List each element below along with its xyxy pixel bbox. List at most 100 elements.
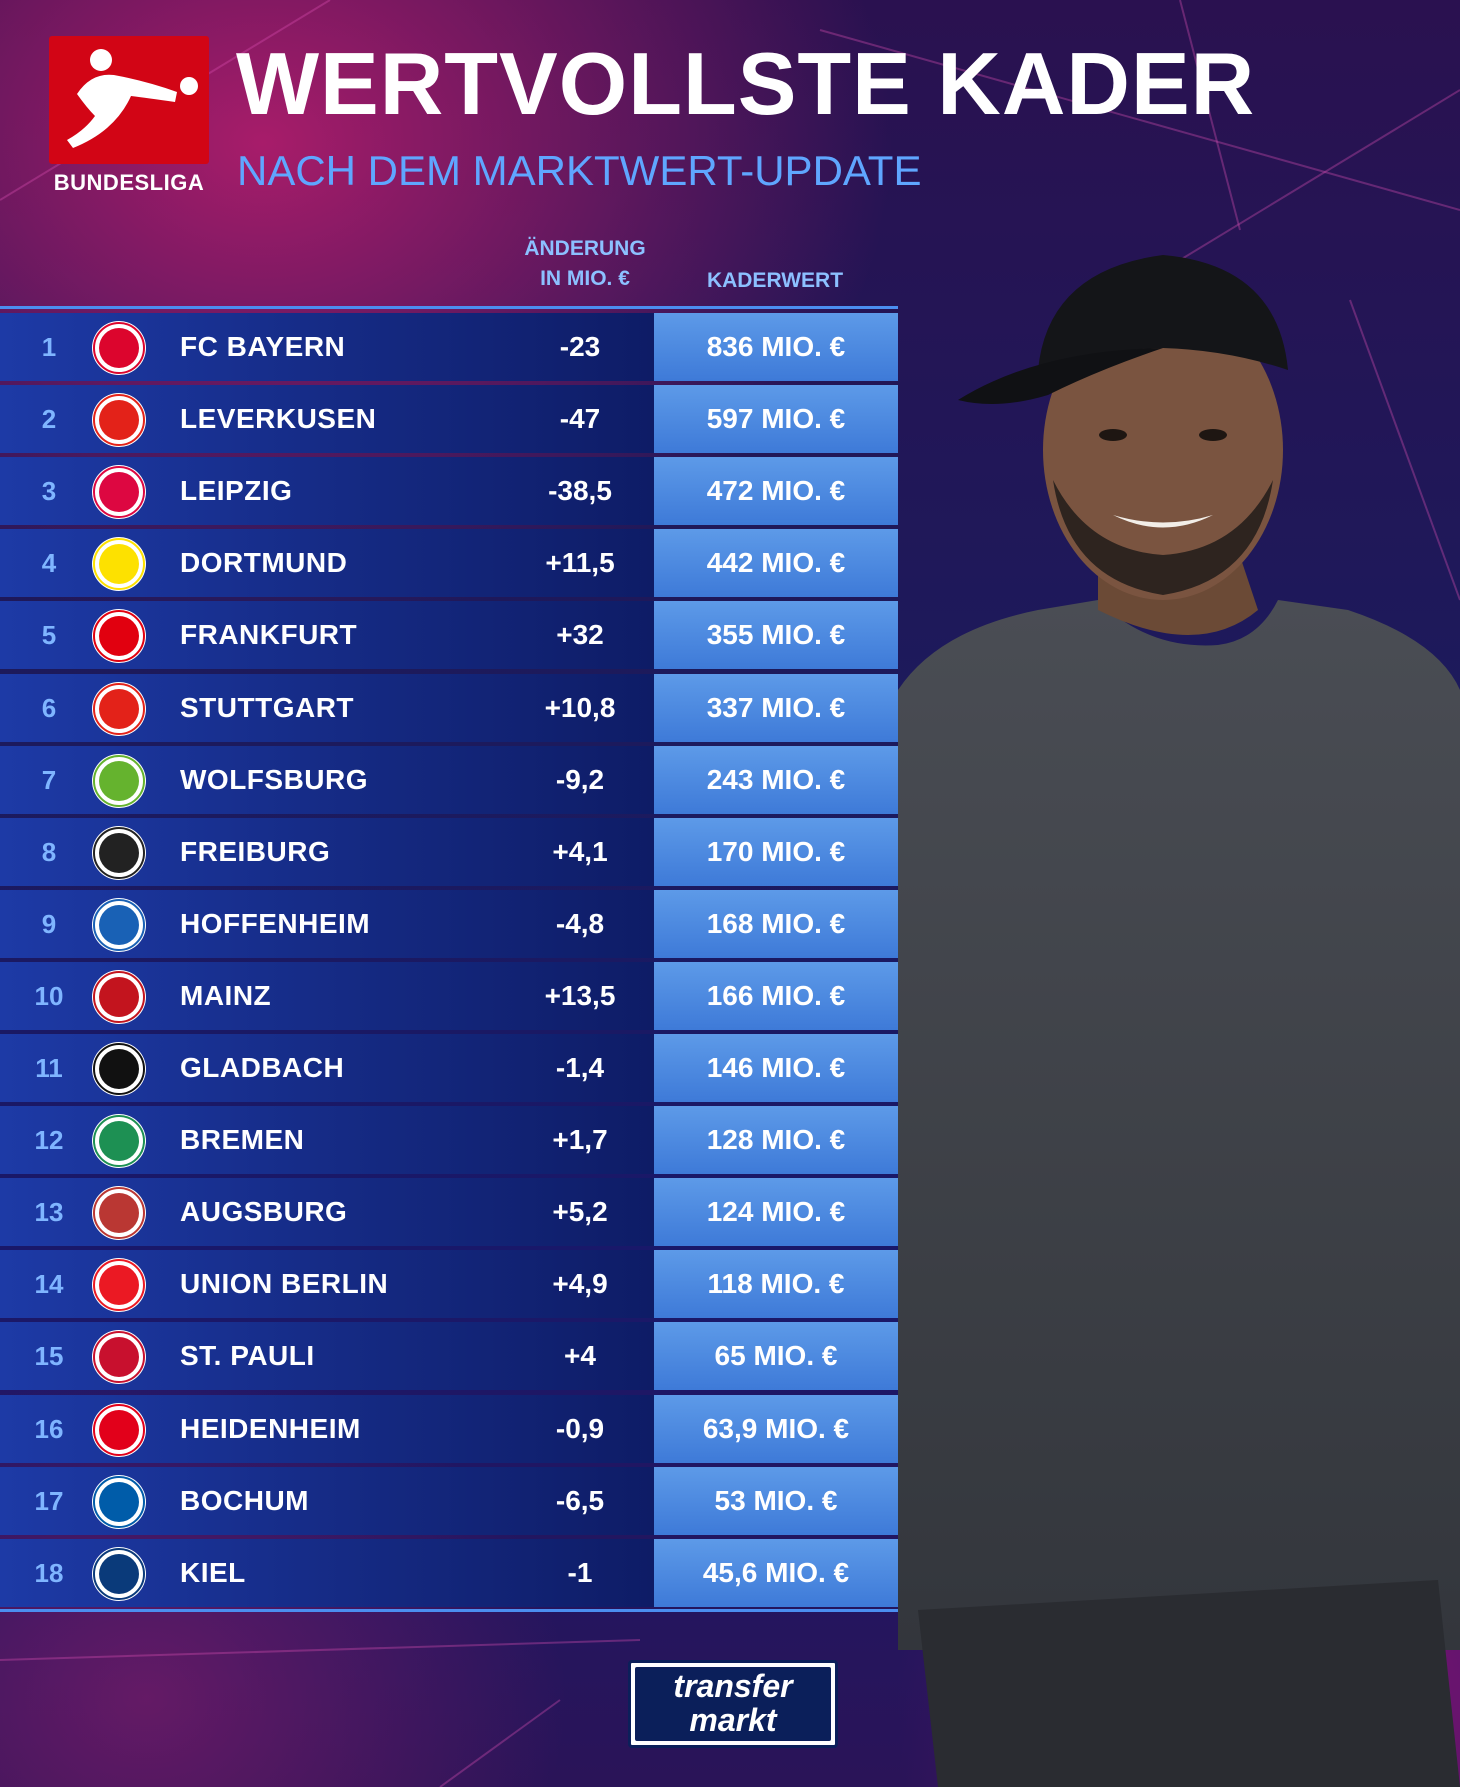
team-name: FRANKFURT bbox=[180, 619, 358, 651]
rank-number: 10 bbox=[34, 980, 64, 1011]
rank-number: 1 bbox=[41, 332, 57, 362]
heidenheim-crest-icon bbox=[92, 1402, 146, 1457]
squad-value: 170 MIO. € bbox=[706, 835, 846, 867]
transfermarkt-logo-line1: transfer bbox=[673, 1668, 793, 1704]
dortmund-crest-icon bbox=[92, 537, 146, 592]
table-row: 7 WOLFSBURG -9,2 243 MIO. € bbox=[0, 745, 898, 814]
union-crest-icon bbox=[92, 1258, 146, 1313]
rank-number: 8 bbox=[41, 836, 57, 867]
table-row: 5 FRANKFURT +32 355 MIO. € bbox=[0, 601, 898, 670]
value-change: +1,7 bbox=[552, 1124, 608, 1156]
value-change: -1 bbox=[567, 1556, 593, 1588]
rank-number: 5 bbox=[41, 620, 57, 651]
leipzig-crest-icon bbox=[92, 465, 146, 520]
value-cell-background bbox=[654, 385, 898, 454]
team-name: FC BAYERN bbox=[180, 331, 346, 362]
value-cell-background bbox=[654, 817, 898, 886]
value-cell-background bbox=[654, 601, 898, 670]
table-row: 15 ST. PAULI +4 65 MIO. € bbox=[0, 1322, 898, 1391]
value-cell-background bbox=[654, 313, 898, 381]
team-name: ST. PAULI bbox=[180, 1340, 315, 1372]
rank-number: 17 bbox=[34, 1485, 64, 1516]
value-cell-background bbox=[654, 1322, 898, 1391]
squad-value: 836 MIO. € bbox=[706, 331, 846, 362]
rank-number: 3 bbox=[41, 476, 57, 507]
rank-number: 13 bbox=[34, 1197, 64, 1228]
table-row: 14 UNION BERLIN +4,9 118 MIO. € bbox=[0, 1250, 898, 1319]
page-subtitle: NACH DEM MARKTWERT-UPDATE bbox=[237, 147, 922, 194]
value-change: +5,2 bbox=[552, 1196, 608, 1228]
squad-value: 118 MIO. € bbox=[707, 1268, 845, 1300]
squad-value: 53 MIO. € bbox=[714, 1484, 838, 1516]
rank-number: 18 bbox=[34, 1557, 64, 1588]
column-header-change: ÄNDERUNG IN MIO. € bbox=[500, 234, 670, 294]
team-name: BREMEN bbox=[180, 1124, 305, 1156]
team-name: BOCHUM bbox=[180, 1484, 309, 1516]
rank-number: 6 bbox=[41, 692, 57, 723]
table-row: 10 MAINZ +13,5 166 MIO. € bbox=[0, 961, 898, 1030]
table-row: 11 GLADBACH -1,4 146 MIO. € bbox=[0, 1034, 898, 1102]
leverkusen-crest-icon bbox=[92, 393, 146, 448]
rank-number: 9 bbox=[41, 908, 57, 939]
frankfurt-crest-icon bbox=[92, 609, 146, 664]
table-row: 8 FREIBURG +4,1 170 MIO. € bbox=[0, 817, 898, 886]
column-header-change-line1: ÄNDERUNG bbox=[524, 237, 646, 260]
kiel-crest-icon bbox=[92, 1546, 146, 1601]
table-row: 17 BOCHUM -6,5 53 MIO. € bbox=[0, 1466, 898, 1535]
rank-number: 14 bbox=[34, 1269, 64, 1300]
transfermarkt-logo-line2: markt bbox=[689, 1702, 777, 1738]
squad-value: 65 MIO. € bbox=[714, 1340, 838, 1372]
value-change: -23 bbox=[559, 331, 601, 362]
value-change: +4,9 bbox=[552, 1268, 608, 1300]
team-name: STUTTGART bbox=[180, 691, 355, 723]
rank-number: 15 bbox=[34, 1341, 64, 1372]
column-header-value: KADERWERT bbox=[706, 269, 844, 292]
value-cell-background bbox=[654, 1178, 898, 1247]
value-cell-background bbox=[654, 1394, 898, 1463]
wolfsburg-crest-icon bbox=[92, 753, 146, 808]
value-change: +32 bbox=[556, 619, 604, 651]
value-cell-background bbox=[654, 961, 898, 1030]
team-name: LEVERKUSEN bbox=[180, 403, 377, 435]
squad-value: 597 MIO. € bbox=[706, 403, 846, 435]
team-name: UNION BERLIN bbox=[180, 1268, 389, 1300]
squad-value: 45,6 MIO. € bbox=[702, 1556, 850, 1588]
coach-photo bbox=[898, 255, 1460, 1787]
value-cell-background bbox=[654, 1034, 898, 1102]
value-cell-background bbox=[654, 1466, 898, 1535]
squad-value: 442 MIO. € bbox=[706, 547, 846, 579]
rank-number: 12 bbox=[34, 1125, 64, 1156]
table-row: 18 KIEL -1 45,6 MIO. € bbox=[0, 1538, 898, 1607]
gladbach-crest-icon bbox=[92, 1042, 146, 1096]
bundesliga-logo bbox=[49, 36, 209, 164]
value-change: +10,8 bbox=[544, 691, 616, 723]
table-row: 1 FC BAYERN -23 836 MIO. € bbox=[0, 313, 898, 381]
ranking-table: 1 FC BAYERN -23 836 MIO. € 2 LEVERKUSEN -47 597… bbox=[0, 306, 898, 1612]
value-cell-background bbox=[654, 1250, 898, 1319]
rank-number: 11 bbox=[35, 1053, 63, 1083]
squad-value: 63,9 MIO. € bbox=[702, 1412, 850, 1444]
mainz-crest-icon bbox=[92, 969, 146, 1024]
team-name: HEIDENHEIM bbox=[180, 1412, 361, 1444]
table-row: 13 AUGSBURG +5,2 124 MIO. € bbox=[0, 1178, 898, 1247]
value-change: +4 bbox=[564, 1340, 596, 1372]
value-change: +4,1 bbox=[552, 835, 608, 867]
bundesliga-wordmark: BUNDESLIGA bbox=[53, 170, 205, 195]
column-header-change-line2: IN MIO. € bbox=[540, 267, 630, 290]
team-name: LEIPZIG bbox=[180, 475, 293, 507]
squad-value: 243 MIO. € bbox=[706, 763, 846, 795]
squad-value: 166 MIO. € bbox=[706, 979, 846, 1011]
table-row: 2 LEVERKUSEN -47 597 MIO. € bbox=[0, 385, 898, 454]
team-name: FREIBURG bbox=[180, 835, 331, 867]
value-change: -1,4 bbox=[555, 1052, 605, 1083]
team-name: MAINZ bbox=[180, 979, 272, 1011]
team-name: HOFFENHEIM bbox=[180, 907, 371, 939]
rank-number: 4 bbox=[41, 548, 57, 579]
rank-number: 16 bbox=[34, 1413, 64, 1444]
bundesliga-player-icon bbox=[67, 49, 198, 148]
value-change: -9,2 bbox=[555, 763, 605, 795]
value-cell-background bbox=[654, 1538, 898, 1607]
stuttgart-crest-icon bbox=[92, 681, 146, 736]
table-row: 12 BREMEN +1,7 128 MIO. € bbox=[0, 1106, 898, 1175]
